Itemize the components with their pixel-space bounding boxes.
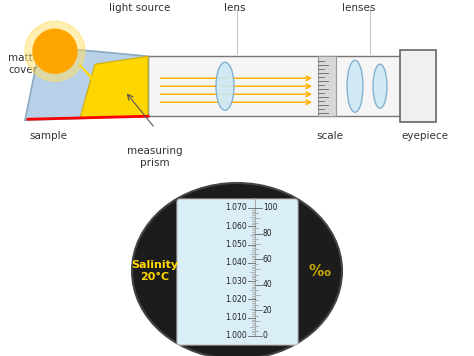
Text: sample: sample	[29, 131, 67, 141]
Bar	[148, 56, 410, 116]
Bar	[318, 56, 336, 116]
Ellipse shape	[132, 183, 342, 356]
FancyBboxPatch shape	[177, 199, 298, 345]
Text: scale: scale	[317, 131, 344, 141]
Text: Salinity
20°C: Salinity 20°C	[131, 260, 179, 282]
Text: 1.030: 1.030	[225, 277, 247, 286]
Text: eyepiece: eyepiece	[401, 131, 448, 141]
Text: 0: 0	[263, 331, 268, 340]
Text: 1.000: 1.000	[225, 331, 247, 340]
Polygon shape	[80, 56, 148, 118]
Text: 20: 20	[263, 306, 273, 315]
Text: lenses: lenses	[342, 3, 375, 13]
Text: light source: light source	[109, 3, 171, 13]
Circle shape	[33, 29, 77, 73]
Text: measuring
prism: measuring prism	[127, 146, 183, 168]
Text: 1.020: 1.020	[225, 295, 247, 304]
Circle shape	[25, 21, 85, 81]
Ellipse shape	[373, 64, 387, 108]
Ellipse shape	[347, 60, 363, 112]
Bar	[400, 50, 436, 122]
Text: 80: 80	[263, 229, 273, 238]
Text: 60: 60	[263, 255, 273, 264]
Text: 1.010: 1.010	[225, 313, 247, 322]
Text: 1.050: 1.050	[225, 240, 247, 249]
Text: matted
cover: matted cover	[8, 53, 46, 75]
Ellipse shape	[216, 62, 234, 110]
Text: 40: 40	[263, 280, 273, 289]
Polygon shape	[25, 46, 148, 120]
Text: 1.060: 1.060	[225, 222, 247, 231]
Text: 1.040: 1.040	[225, 258, 247, 267]
Text: 100: 100	[263, 204, 277, 213]
Text: ‰: ‰	[309, 263, 331, 278]
Text: 1.070: 1.070	[225, 204, 247, 213]
Text: lens: lens	[224, 3, 246, 13]
